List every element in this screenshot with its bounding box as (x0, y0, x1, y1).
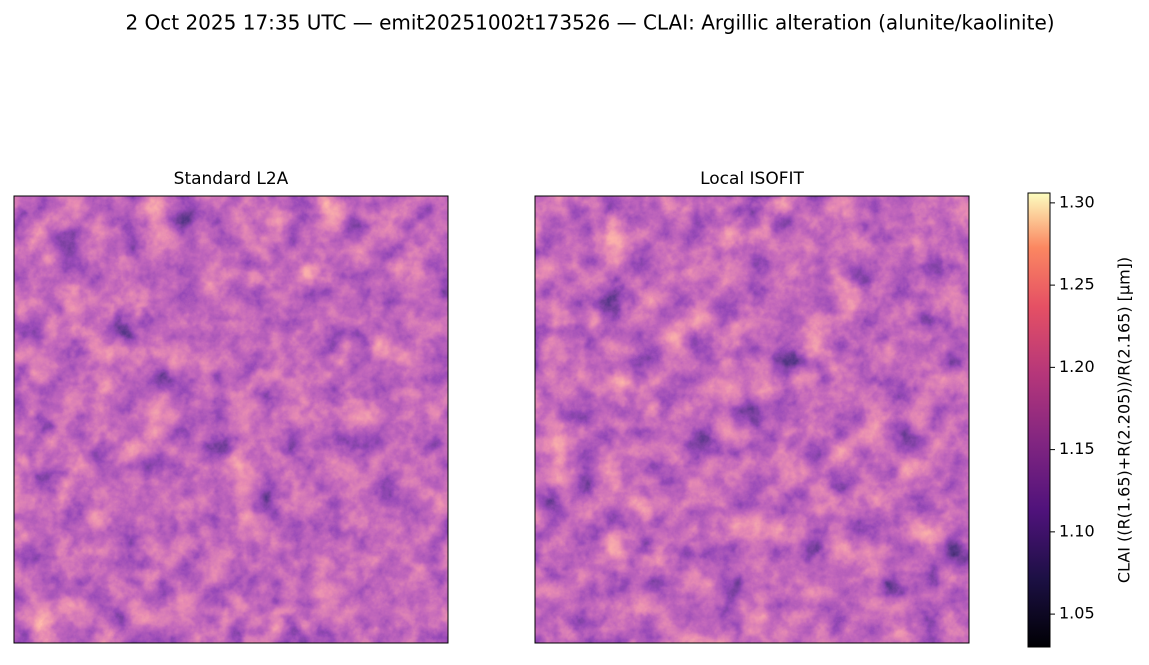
tick-label: 1.10 (1059, 521, 1095, 540)
tick-label: 1.25 (1059, 275, 1095, 294)
colorbar (1027, 192, 1051, 648)
panel-title: Local ISOFIT (700, 169, 804, 189)
colorbar-label: CLAI ((R(1.65)+R(2.205))/R(2.165) [µm]) (1115, 257, 1134, 583)
tick-label: 1.30 (1059, 192, 1095, 211)
colorbar-ticks: 1.05 1.10 1.15 1.20 1.25 1.30 (1050, 192, 1095, 623)
image-panel (535, 196, 969, 643)
image-panel (14, 196, 448, 643)
tick-label: 1.20 (1059, 357, 1095, 376)
tick-label: 1.05 (1059, 604, 1095, 623)
panel-frame (13, 195, 449, 644)
panel-frame (534, 195, 970, 644)
tick-label: 1.15 (1059, 439, 1095, 458)
panel-title: Standard L2A (174, 169, 289, 189)
figure-title: 2 Oct 2025 17:35 UTC — emit20251002t1735… (125, 11, 1054, 35)
